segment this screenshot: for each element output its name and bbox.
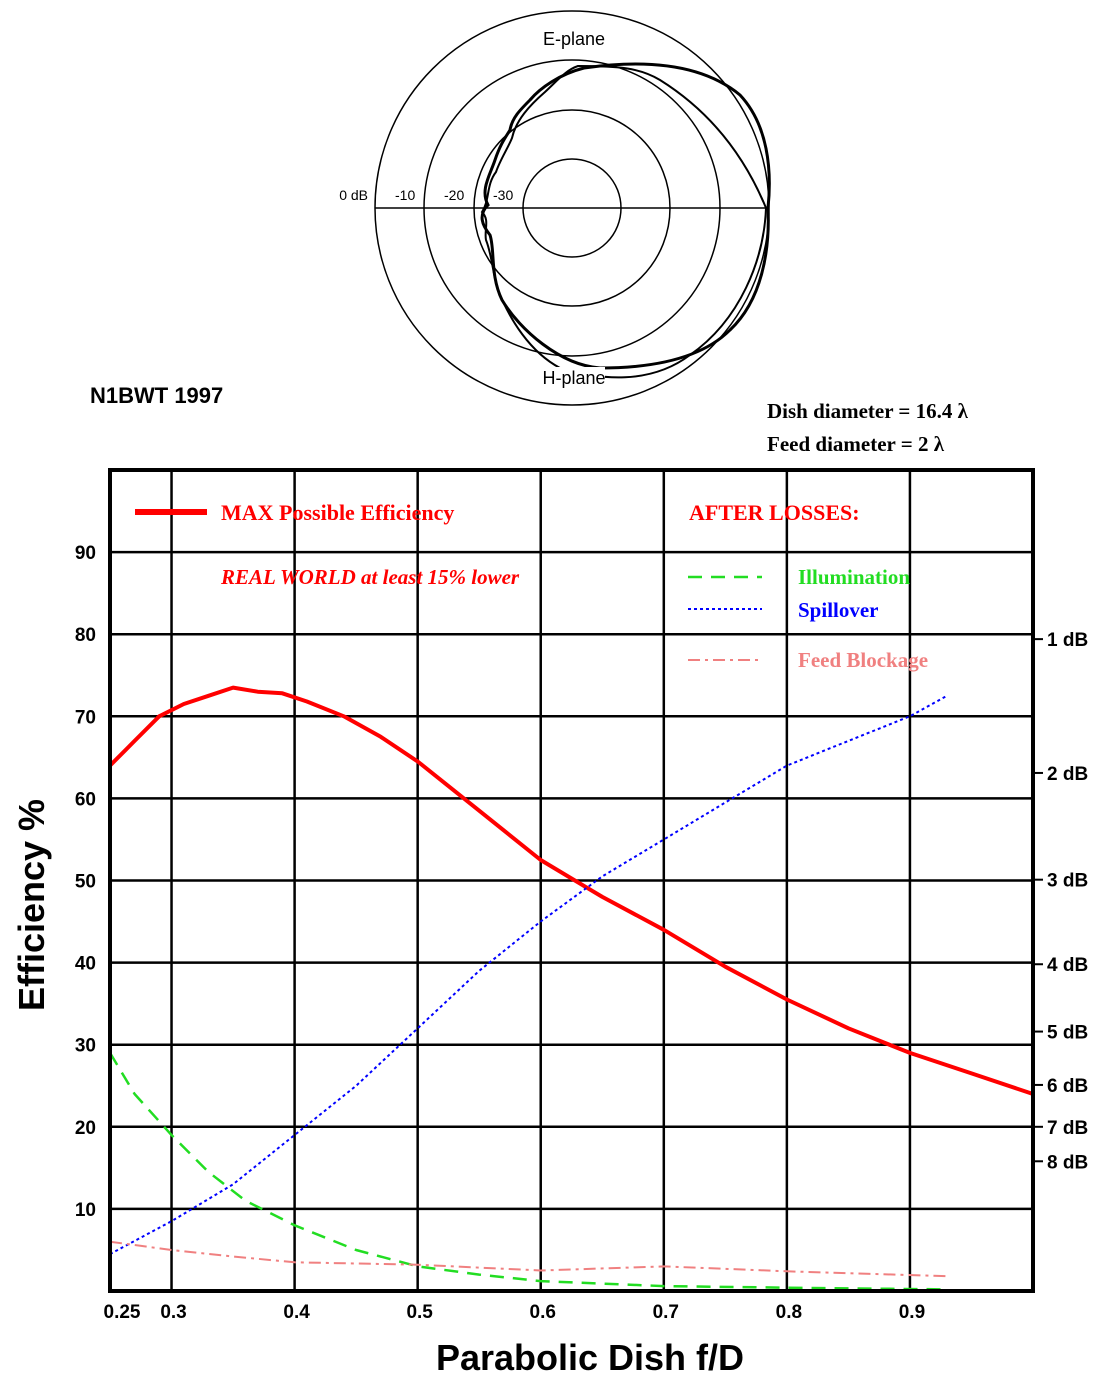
x-tick-label-0-9: 0.9 bbox=[899, 1302, 925, 1323]
db-tick-label-8-db: 8 dB bbox=[1047, 1152, 1088, 1173]
x-tick-label-0-7: 0.7 bbox=[653, 1302, 679, 1323]
e-plane-pattern-curve bbox=[480, 62, 771, 370]
y-tick-label-30: 30 bbox=[75, 1036, 96, 1057]
efficiency-chart: 10 20 30 40 50 60 70 80 90 1 dB 2 dB 3 dB 4 dB 5 dB 6… bbox=[11, 468, 1088, 1374]
polar-ring-label-10: -10 bbox=[395, 187, 415, 203]
h-plane-pattern-curve bbox=[480, 64, 768, 379]
db-tick-label-3-db: 3 dB bbox=[1047, 871, 1088, 892]
x-tick-label-0-8: 0.8 bbox=[776, 1302, 802, 1323]
series-line-spillover bbox=[109, 694, 948, 1255]
h-plane-label-bg bbox=[543, 367, 605, 389]
db-tick-label-5-db: 5 dB bbox=[1047, 1023, 1088, 1044]
legend-label-spillover: Spillover bbox=[798, 598, 879, 622]
x-tick-label-0-3: 0.3 bbox=[160, 1302, 186, 1323]
radiation-pattern-polar-plot: E-plane H-plane 0 dB -10 -20 -30 bbox=[339, 10, 771, 406]
x-tick-labels: 0.25 0.3 0.4 0.5 0.6 0.7 0.8 0.9 bbox=[104, 1302, 926, 1323]
x-tick-label-0-5: 0.5 bbox=[406, 1302, 433, 1323]
series-line-feed-blockage bbox=[109, 1240, 947, 1278]
y-axis-title: Efficiency % bbox=[11, 799, 52, 1011]
y-tick-label-60: 60 bbox=[75, 789, 96, 810]
legend-label-illumination: Illumination bbox=[798, 565, 910, 589]
x-tick-label-0-6: 0.6 bbox=[530, 1302, 556, 1323]
feed-diameter-label: Feed diameter = 2 λ bbox=[767, 432, 945, 456]
series-line-illumination bbox=[108, 1052, 947, 1291]
legend-label-feed-blockage: Feed Blockage bbox=[798, 648, 928, 672]
e-plane-label-bg bbox=[545, 28, 603, 50]
db-tick-label-1-db: 1 dB bbox=[1047, 630, 1088, 651]
db-tick-label-4-db: 4 dB bbox=[1047, 955, 1088, 976]
y-tick-label-20: 20 bbox=[75, 1118, 96, 1139]
y-tick-labels: 10 20 30 40 50 60 70 80 90 bbox=[75, 543, 96, 1221]
db-tick-label-7-db: 7 dB bbox=[1047, 1118, 1088, 1139]
db-tick-label-6-db: 6 dB bbox=[1047, 1076, 1088, 1097]
polar-ring-label-20: -20 bbox=[444, 187, 464, 203]
x-tick-label-0-4: 0.4 bbox=[283, 1302, 310, 1323]
y-tick-label-80: 80 bbox=[75, 625, 96, 646]
y-tick-label-50: 50 bbox=[75, 872, 96, 893]
y-tick-label-90: 90 bbox=[75, 543, 96, 564]
after-losses-heading: AFTER LOSSES: bbox=[689, 500, 860, 525]
credit-label: N1BWT 1997 bbox=[90, 383, 223, 408]
e-plane-label: E-plane bbox=[543, 29, 605, 49]
h-plane-label: H-plane bbox=[542, 368, 605, 388]
legend-label-max: MAX Possible Efficiency bbox=[221, 500, 454, 525]
y-tick-label-10: 10 bbox=[75, 1200, 96, 1221]
polar-ring-label-0db: 0 dB bbox=[339, 187, 368, 203]
real-world-note: REAL WORLD at least 15% lower bbox=[220, 565, 520, 589]
chart-series bbox=[108, 685, 1034, 1291]
x-axis-title: Parabolic Dish f/D bbox=[436, 1337, 744, 1374]
y-tick-label-40: 40 bbox=[75, 954, 96, 975]
y-tick-label-70: 70 bbox=[75, 707, 96, 728]
db-tick-labels: 1 dB 2 dB 3 dB 4 dB 5 dB 6 dB 7 dB 8 dB bbox=[1033, 630, 1088, 1173]
x-tick-label-0-25: 0.25 bbox=[104, 1302, 141, 1323]
dish-diameter-label: Dish diameter = 16.4 λ bbox=[767, 399, 969, 423]
series-line-max-possible-efficiency bbox=[108, 685, 1034, 1096]
chart-grid bbox=[110, 470, 1033, 1291]
polar-ring-label-30: -30 bbox=[493, 187, 513, 203]
db-tick-label-2-db: 2 dB bbox=[1047, 764, 1088, 785]
